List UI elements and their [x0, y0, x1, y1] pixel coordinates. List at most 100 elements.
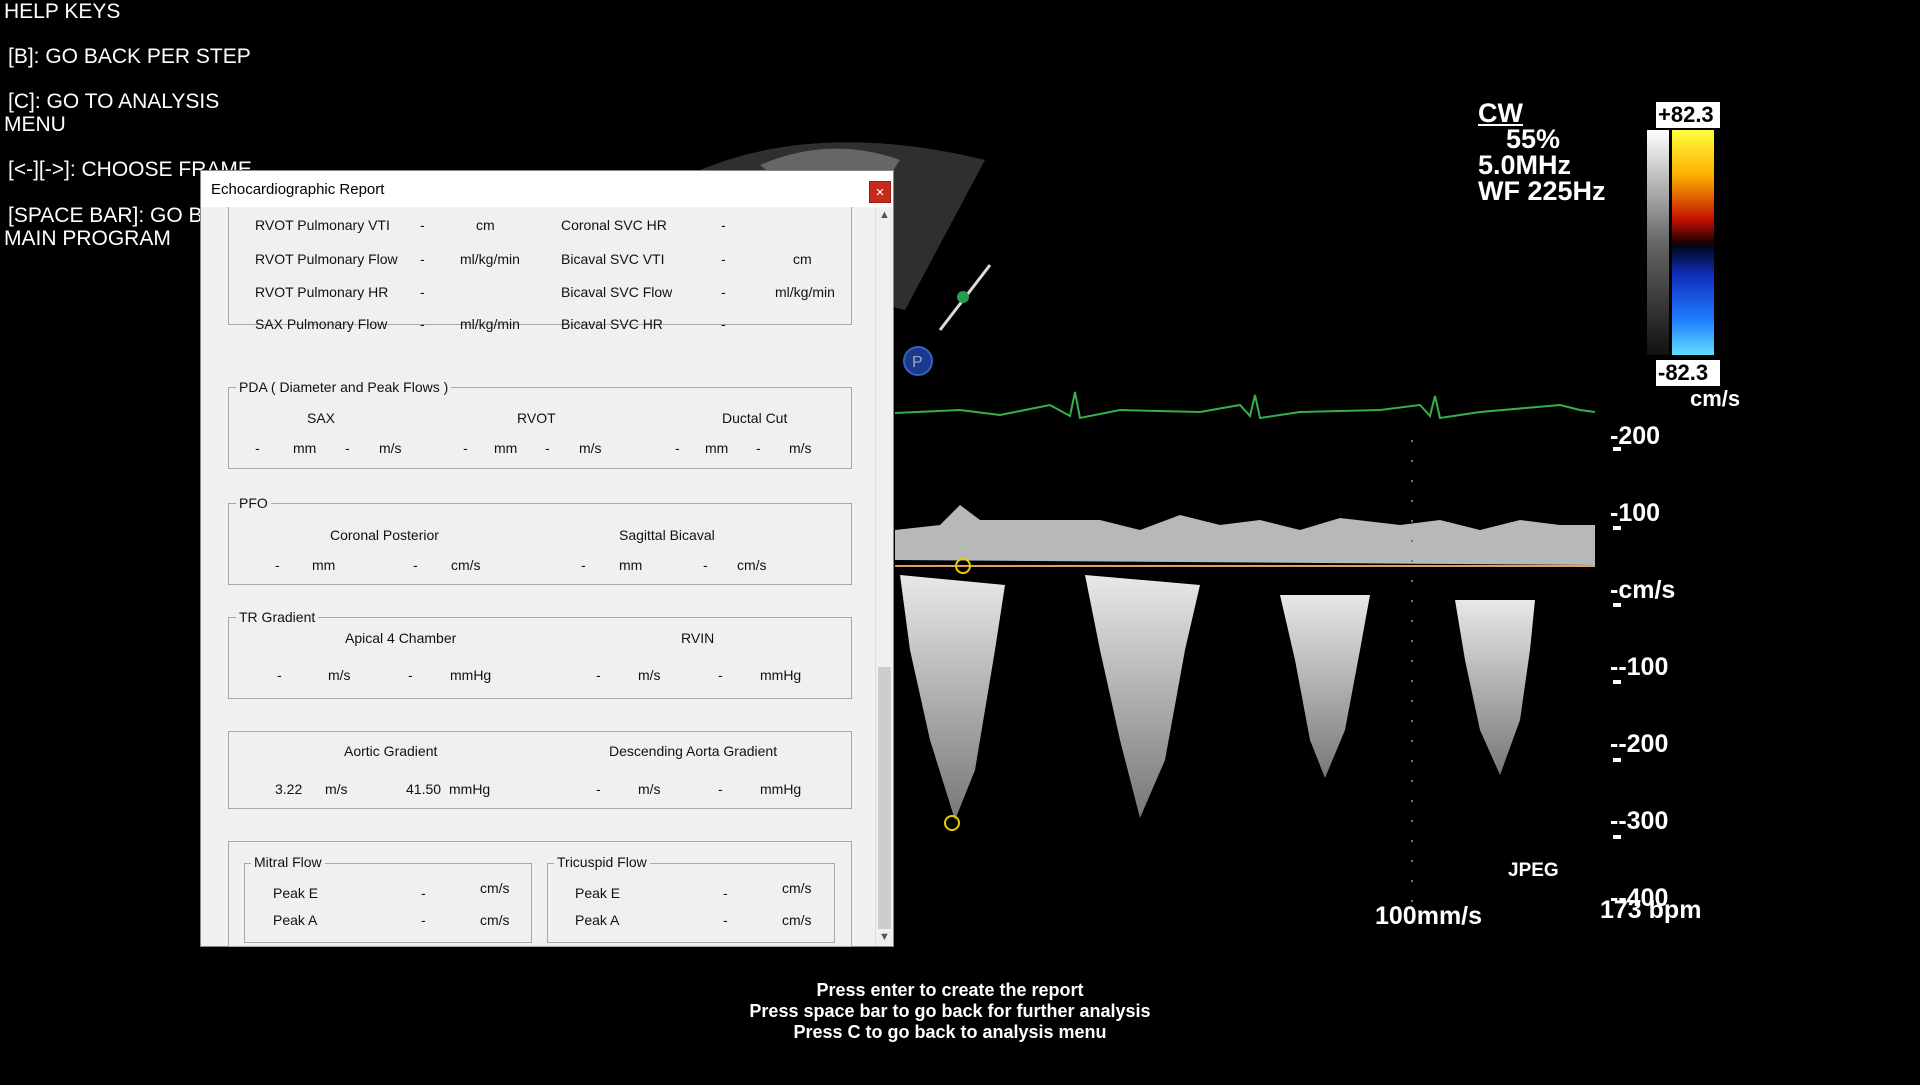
- close-icon[interactable]: ×: [869, 181, 891, 203]
- instruction-analysis-menu: Press C to go back to analysis menu: [793, 1022, 1107, 1042]
- report-content: RVOT Pulmonary VTI - cm Coronal SVC HR -…: [201, 207, 875, 947]
- pfo-unit: cm/s: [451, 557, 481, 573]
- tr-rvin-velocity: -: [596, 667, 601, 683]
- dialog-titlebar[interactable]: Echocardiographic Report ×: [201, 171, 893, 207]
- tricuspid-peak-e-label: Peak E: [575, 885, 621, 901]
- tr-apical-velocity: -: [277, 667, 282, 683]
- help-key-c-cont: MENU: [4, 113, 66, 136]
- axis-label: -200: [1610, 422, 1661, 450]
- ecg-trace: [894, 391, 1596, 420]
- pda-unit: mm: [494, 440, 518, 456]
- mitral-peak-e-label: Peak E: [273, 885, 319, 901]
- aortic-unit: mmHg: [449, 781, 491, 797]
- pda-rvot-label: RVOT: [517, 410, 556, 426]
- tricuspid-unit: cm/s: [782, 880, 812, 896]
- bicaval-svc-hr-value: -: [721, 316, 726, 332]
- pda-sax-peak: -: [345, 440, 350, 456]
- mitral-peak-a-label: Peak A: [273, 912, 318, 928]
- pda-legend: PDA ( Diameter and Peak Flows ): [236, 379, 452, 395]
- tr-rvin-gradient: -: [718, 667, 723, 683]
- pda-ductal-diameter: -: [675, 440, 680, 456]
- caliper-point: [955, 558, 971, 574]
- pfo-unit: mm: [619, 557, 643, 573]
- axis-label: --400: [1610, 884, 1669, 912]
- tricuspid-peak-a-value: -: [723, 912, 728, 928]
- mitral-peak-e-value: -: [421, 885, 426, 901]
- tr-unit: mmHg: [760, 667, 802, 683]
- pda-sax-label: SAX: [307, 410, 336, 426]
- scroll-thumb[interactable]: [878, 667, 891, 929]
- mitral-flow-group: [244, 863, 532, 943]
- axis-label: --200: [1610, 730, 1669, 758]
- pfo-unit: cm/s: [737, 557, 767, 573]
- pda-unit: mm: [705, 440, 729, 456]
- aortic-gradient-value: 41.50: [406, 781, 442, 797]
- rvot-vti-unit: cm: [476, 217, 495, 233]
- gray-scale-bar: [1647, 130, 1669, 355]
- pda-ductal-peak: -: [756, 440, 761, 456]
- scroll-up-icon[interactable]: ▲: [879, 209, 890, 221]
- coronal-svc-hr-label: Coronal SVC HR: [561, 217, 667, 233]
- aortic-velocity-value: 3.22: [275, 781, 303, 797]
- pfo-unit: mm: [312, 557, 336, 573]
- pfo-legend: PFO: [236, 495, 271, 511]
- tr-unit: m/s: [328, 667, 351, 683]
- pda-rvot-peak: -: [545, 440, 550, 456]
- pda-unit: mm: [293, 440, 317, 456]
- pfo-coronal-label: Coronal Posterior: [330, 527, 439, 543]
- bicaval-svc-flow-value: -: [721, 284, 726, 300]
- coronal-svc-hr-value: -: [721, 217, 726, 233]
- axis-label: -cm/s: [1610, 576, 1676, 604]
- tr-apical-label: Apical 4 Chamber: [345, 630, 457, 646]
- descending-velocity-value: -: [596, 781, 601, 797]
- vertical-scrollbar[interactable]: ▲ ▼: [875, 207, 893, 946]
- tr-rvin-label: RVIN: [681, 630, 715, 646]
- rvot-flow-unit: ml/kg/min: [460, 251, 520, 267]
- bicaval-svc-vti-label: Bicaval SVC VTI: [561, 251, 665, 267]
- descending-aorta-label: Descending Aorta Gradient: [609, 743, 778, 759]
- tricuspid-peak-e-value: -: [723, 885, 728, 901]
- dialog-title: Echocardiographic Report: [211, 181, 385, 198]
- tricuspid-flow-group: [547, 863, 835, 943]
- scroll-down-icon[interactable]: ▼: [879, 931, 890, 943]
- pfo-group: [228, 503, 852, 585]
- caliper-point: [944, 815, 960, 831]
- bicaval-svc-flow-label: Bicaval SVC Flow: [561, 284, 673, 300]
- sax-flow-label: SAX Pulmonary Flow: [255, 316, 388, 332]
- pfo-sagittal-label: Sagittal Bicaval: [619, 527, 715, 543]
- wf-label: WF 225Hz: [1478, 176, 1606, 206]
- mitral-peak-a-value: -: [421, 912, 426, 928]
- help-key-c: [C]: GO TO ANALYSIS: [8, 90, 220, 113]
- scale-top: +82.3: [1658, 102, 1714, 127]
- heart-rate-label: 173 bpm: [1600, 896, 1702, 924]
- pfo-coronal-velocity: -: [413, 557, 418, 573]
- mitral-unit: cm/s: [480, 880, 510, 896]
- scale-bottom: -82.3: [1658, 360, 1709, 385]
- instruction-further-analysis: Press space bar to go back for further a…: [749, 1001, 1151, 1021]
- descending-gradient-value: -: [718, 781, 723, 797]
- pda-unit: m/s: [789, 440, 812, 456]
- acq-params: CW 55% 5.0MHz WF 225Hz: [1478, 98, 1606, 206]
- rvot-hr-label: RVOT Pulmonary HR: [255, 284, 389, 300]
- aortic-unit: m/s: [638, 781, 661, 797]
- help-key-arrows: [<-][->]: CHOOSE FRAME: [8, 158, 252, 181]
- sax-flow-value: -: [420, 316, 425, 332]
- tricuspid-unit: cm/s: [782, 912, 812, 928]
- help-title: HELP KEYS: [4, 0, 121, 23]
- p-marker-icon: P: [912, 354, 923, 371]
- tricuspid-peak-a-label: Peak A: [575, 912, 620, 928]
- tr-unit: mmHg: [450, 667, 492, 683]
- format-label: JPEG: [1508, 860, 1559, 881]
- bicaval-svc-hr-label: Bicaval SVC HR: [561, 316, 663, 332]
- pda-unit: m/s: [579, 440, 602, 456]
- color-scale-bar: [1672, 130, 1714, 355]
- rvot-svc-group: [228, 207, 852, 325]
- pfo-sagittal-velocity: -: [703, 557, 708, 573]
- sweep-label: 100mm/s: [1375, 902, 1483, 930]
- axis-label: -100: [1610, 499, 1661, 527]
- mitral-unit: cm/s: [480, 912, 510, 928]
- bicaval-svc-vti-unit: cm: [793, 251, 812, 267]
- aortic-unit: m/s: [325, 781, 348, 797]
- mode-label: CW: [1478, 98, 1523, 128]
